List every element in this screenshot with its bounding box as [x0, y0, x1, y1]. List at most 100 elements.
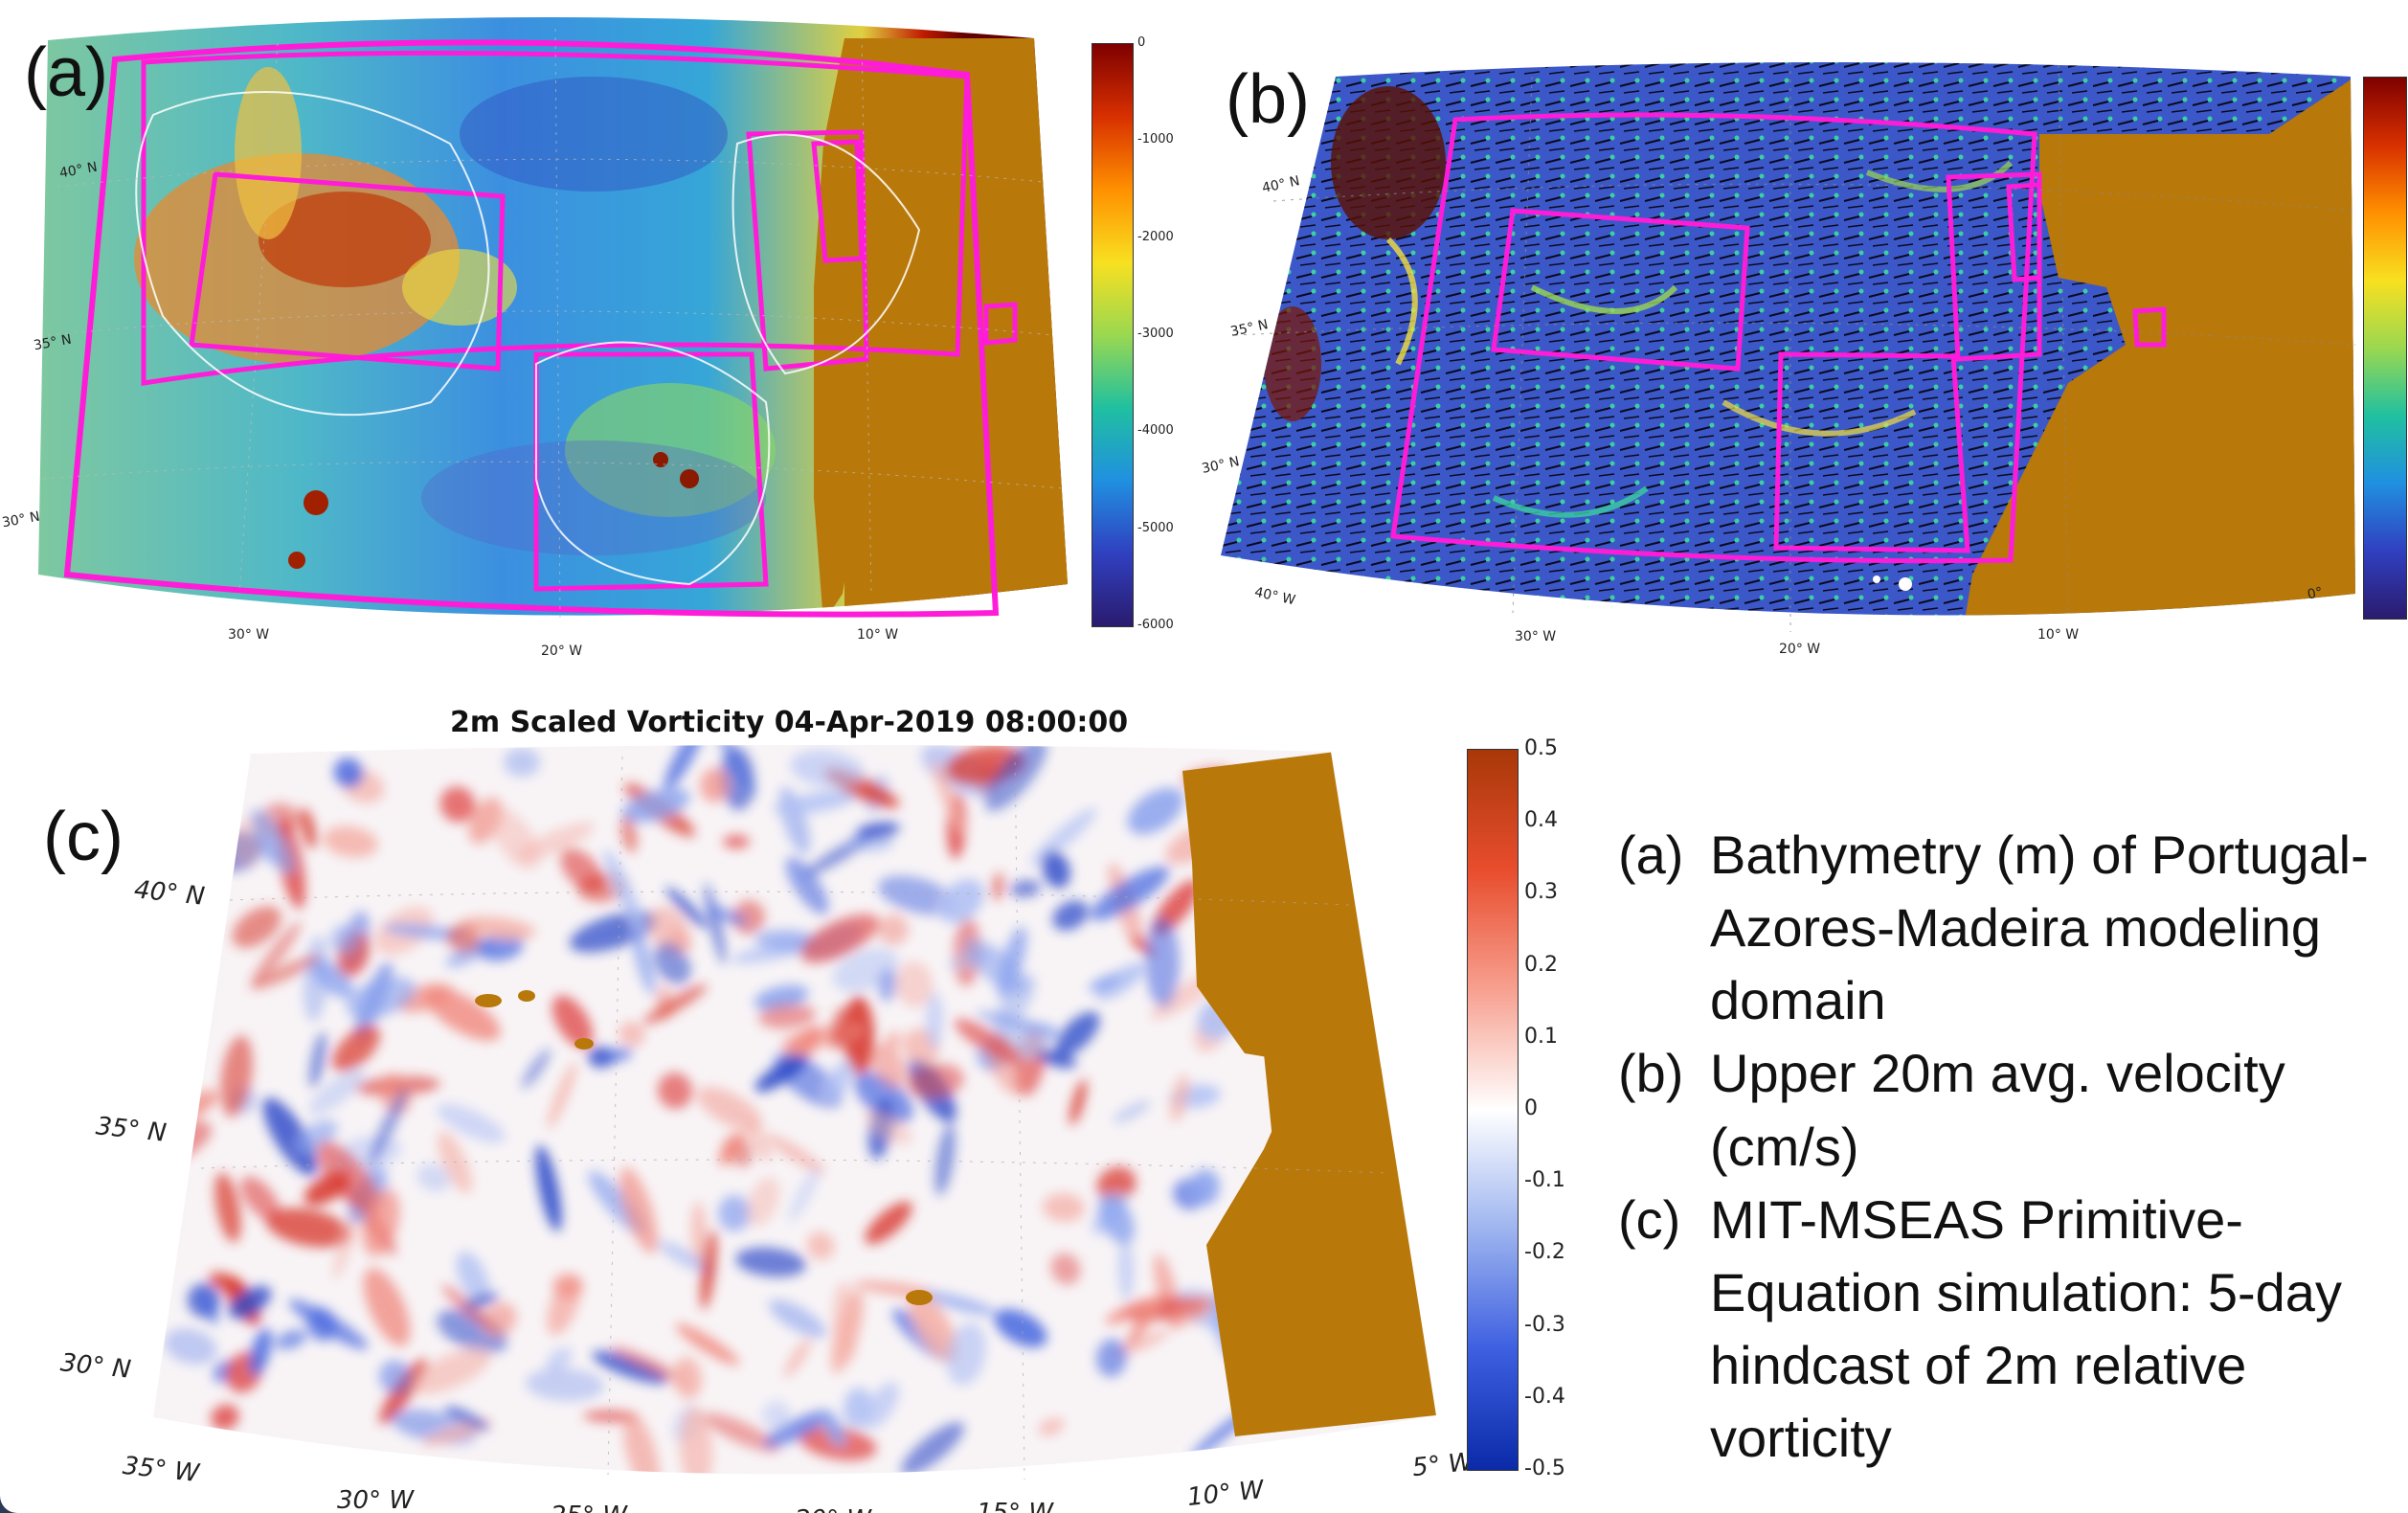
vorticity-colorbar-tick: -0.3 — [1524, 1312, 1565, 1337]
vorticity-colorbar-tick: 0.3 — [1524, 880, 1558, 905]
vorticity-eddy — [604, 849, 644, 934]
vorticity-eddy — [220, 1035, 253, 1118]
vorticity-eddies — [153, 744, 1436, 1475]
vorticity-eddy — [250, 921, 302, 988]
vorticity-eddy — [865, 1201, 912, 1245]
vorticity-eddy — [745, 1119, 772, 1162]
caption-c-text: MIT-MSEAS Primitive-Equation simulation:… — [1710, 1188, 2342, 1469]
c-lon-label-15w: 15° W — [977, 1499, 1054, 1513]
vorticity-eddy — [304, 1171, 351, 1206]
vorticity-eddy — [262, 1097, 318, 1176]
vorticity-eddy — [963, 937, 1028, 995]
vorticity-eddy — [463, 1292, 500, 1309]
vorticity-colorbar-tick: -0.2 — [1524, 1240, 1565, 1265]
vorticity-eddy — [552, 1274, 583, 1298]
vorticity-eddy — [731, 900, 766, 935]
vorticity-eddy — [1126, 1291, 1166, 1346]
vorticity-eddy — [865, 1110, 912, 1144]
vorticity-eddy — [411, 1347, 491, 1395]
b-lon-label-20w: 20° W — [1779, 642, 1821, 657]
vorticity-eddy — [446, 923, 481, 954]
vorticity-eddy — [706, 905, 748, 926]
vorticity-eddy — [228, 1285, 272, 1320]
panel-b-label: (b) — [1226, 61, 1310, 138]
vorticity-colorbar — [1467, 749, 1519, 1471]
panel-a-label: (a) — [24, 34, 108, 111]
bathymetry-colorbar-tick: -5000 — [1137, 520, 1174, 535]
vorticity-eddy — [672, 1357, 703, 1399]
vorticity-eddy — [679, 1407, 713, 1475]
vorticity-eddy — [700, 1230, 717, 1310]
vorticity-eddy — [723, 835, 750, 848]
vorticity-eddy — [416, 1163, 451, 1192]
vorticity-eddy — [546, 1346, 573, 1373]
vorticity-eddy — [308, 1068, 366, 1116]
vorticity-eddy — [164, 1328, 217, 1365]
vorticity-eddy — [768, 1299, 827, 1338]
vorticity-eddy — [163, 786, 190, 819]
vorticity-eddy — [240, 1176, 281, 1222]
vorticity-eddy — [870, 1043, 907, 1089]
vorticity-eddy — [1098, 1193, 1135, 1245]
vorticity-eddy — [1095, 1339, 1128, 1377]
vorticity-eddy — [1010, 879, 1041, 898]
vorticity-eddy — [932, 760, 966, 837]
vorticity-eddy — [294, 1119, 338, 1154]
vorticity-eddy — [1105, 1298, 1157, 1324]
vorticity-eddy — [1095, 962, 1145, 1001]
graticule-b — [1234, 62, 2356, 632]
vorticity-eddy — [547, 1061, 577, 1130]
vorticity-eddy — [232, 906, 281, 948]
caption-b-key: (b) — [1618, 1043, 1684, 1104]
vorticity-eddy — [799, 914, 880, 963]
vorticity-eddy — [946, 1322, 986, 1386]
vorticity-eddy — [444, 1406, 490, 1431]
vorticity-eddy — [1113, 1100, 1151, 1123]
vorticity-eddy — [714, 744, 756, 797]
vorticity-eddy — [773, 790, 859, 815]
contour-lines — [135, 91, 921, 586]
vorticity-eddy — [249, 1327, 272, 1377]
vorticity-eddy — [1096, 1166, 1136, 1203]
vorticity-eddy — [619, 1021, 645, 1048]
vorticity-eddy — [895, 961, 934, 1007]
vorticity-eddy — [309, 1031, 326, 1089]
vorticity-eddy — [535, 1144, 562, 1232]
b-lon-label-10w: 10° W — [2037, 627, 2080, 643]
vorticity-eddy — [790, 750, 865, 788]
vorticity-eddy — [1052, 900, 1089, 931]
vorticity-eddy — [1170, 1073, 1189, 1123]
vorticity-eddy — [620, 815, 638, 853]
vorticity-eddy — [251, 808, 295, 875]
vorticity-eddy — [882, 1031, 901, 1056]
vorticity-eddy — [504, 748, 540, 777]
vorticity-eddy — [153, 1003, 191, 1037]
caption-a: (a) Bathymetry (m) of Portugal-Azores-Ma… — [1618, 819, 2384, 1037]
panel-c-label: (c) — [43, 799, 124, 875]
vorticity-eddy — [1038, 1418, 1065, 1435]
vorticity-colorbar-tick: 0.5 — [1524, 736, 1558, 760]
vorticity-eddy — [806, 1231, 835, 1260]
bathymetry-colorbar-tick: -4000 — [1137, 423, 1174, 439]
vorticity-eddy — [526, 1367, 604, 1402]
vorticity-colorbar-tick: -0.4 — [1524, 1384, 1565, 1409]
vorticity-eddy — [854, 1072, 913, 1123]
vorticity-eddy — [642, 984, 708, 1025]
vorticity-eddy — [611, 1345, 691, 1386]
vorticity-eddy — [755, 929, 819, 952]
vorticity-eddy — [934, 1123, 956, 1196]
vorticity-eddy — [438, 1131, 472, 1194]
vorticity-eddy — [863, 1382, 899, 1430]
vorticity-eddy — [1117, 1239, 1135, 1300]
vorticity-eddy — [1030, 807, 1097, 867]
vorticity-eddy — [516, 823, 595, 861]
vorticity-eddy — [323, 825, 378, 858]
vorticity-eddy — [1113, 1330, 1170, 1357]
vorticity-eddy — [1166, 1296, 1218, 1326]
vorticity-eddy — [1144, 917, 1181, 1007]
vorticity-eddy — [600, 1048, 633, 1063]
lon-label-10w: 10° W — [857, 627, 899, 643]
vorticity-eddy — [199, 1291, 218, 1325]
vorticity-eddy — [901, 1422, 964, 1475]
